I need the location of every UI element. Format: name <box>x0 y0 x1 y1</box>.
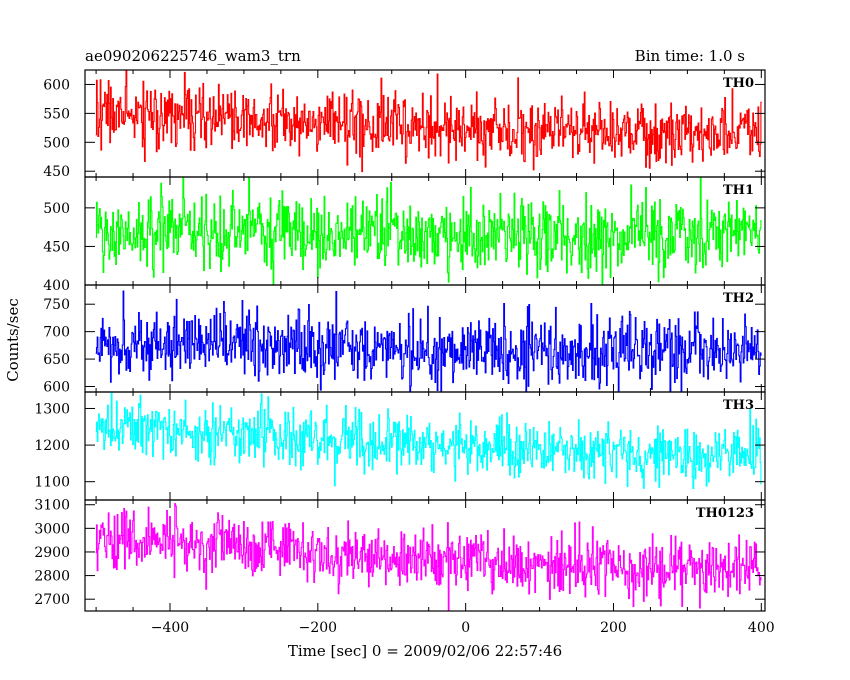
bin-time-label: Bin time: 1.0 s <box>635 47 745 65</box>
panel-stack: TH0 450 500 550 600 TH1 400 450 500 TH2 600 650 700 7… <box>34 69 775 636</box>
y-tick-label: 2800 <box>34 569 70 585</box>
y-tick-label: 500 <box>43 201 70 217</box>
panel-name-label: TH0 <box>723 76 754 91</box>
series-line-th0 <box>95 69 762 173</box>
y-tick-label: 1300 <box>34 401 70 417</box>
y-tick-label: 2700 <box>34 592 70 608</box>
y-tick-label: 750 <box>43 297 70 313</box>
panel-th0123: TH0123 2700 2800 2900 3000 3100 <box>34 498 766 612</box>
series-line-th0123 <box>95 503 762 611</box>
panel-name-label: TH2 <box>723 291 754 306</box>
panel-name-label: TH1 <box>723 183 754 198</box>
y-tick-label: 700 <box>43 325 70 341</box>
y-tick-label: 550 <box>43 106 70 122</box>
y-tick-label: 600 <box>43 380 70 396</box>
y-tick-label: 450 <box>43 239 70 255</box>
x-axis-label: Time [sec] 0 = 2009/02/06 22:57:46 <box>288 642 562 660</box>
y-tick-label: 400 <box>43 278 70 294</box>
y-tick-label: 500 <box>43 135 70 151</box>
x-tick-label: 400 <box>748 620 775 636</box>
x-tick-label: 0 <box>461 620 470 636</box>
y-tick-label: 3100 <box>34 498 70 514</box>
series-line-th1 <box>95 176 762 286</box>
y-tick-label: 650 <box>43 352 70 368</box>
y-tick-label: 450 <box>43 164 70 180</box>
plot-title: ae090206225746_wam3_trn <box>85 47 301 65</box>
panel-th0: TH0 450 500 550 600 <box>43 69 766 180</box>
panel-frame <box>84 499 766 612</box>
panel-name-label: TH3 <box>723 398 754 413</box>
panel-th1: TH1 400 450 500 <box>43 176 766 294</box>
series-line-th3 <box>95 391 762 489</box>
y-axis-label: Counts/sec <box>4 298 22 382</box>
y-tick-label: 2900 <box>34 545 70 561</box>
y-tick-label: 1100 <box>34 475 70 491</box>
y-tick-label: 3000 <box>34 521 70 537</box>
series-line-th2 <box>95 290 762 393</box>
panel-th2: TH2 600 650 700 750 <box>43 284 766 396</box>
panel-th3: TH3 1100 1200 1300 <box>34 391 766 501</box>
x-tick-label: 200 <box>600 620 627 636</box>
y-tick-label: 600 <box>43 77 70 93</box>
y-tick-label: 1200 <box>34 438 70 454</box>
x-tick-label: −400 <box>151 620 189 636</box>
panel-name-label: TH0123 <box>696 506 754 521</box>
x-tick-label: −200 <box>299 620 337 636</box>
